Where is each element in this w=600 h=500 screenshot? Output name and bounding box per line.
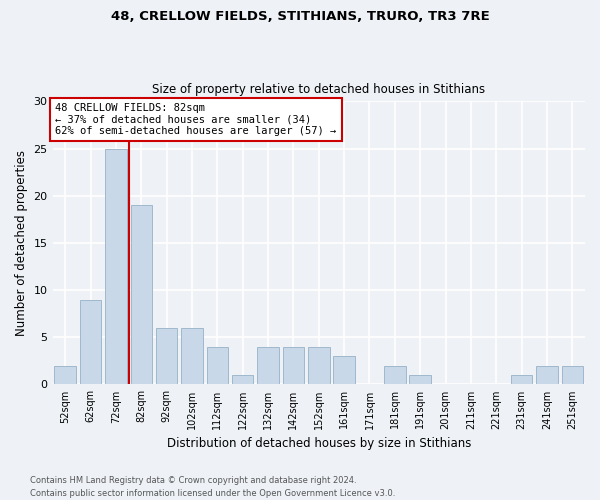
Bar xyxy=(536,366,558,384)
Bar xyxy=(283,346,304,385)
Bar xyxy=(105,148,127,384)
Bar xyxy=(181,328,203,384)
Bar xyxy=(156,328,178,384)
Bar xyxy=(511,375,532,384)
Title: Size of property relative to detached houses in Stithians: Size of property relative to detached ho… xyxy=(152,83,485,96)
Bar xyxy=(131,205,152,384)
Bar xyxy=(308,346,329,385)
Bar xyxy=(334,356,355,384)
Bar xyxy=(55,366,76,384)
Bar xyxy=(257,346,279,385)
Text: 48, CRELLOW FIELDS, STITHIANS, TRURO, TR3 7RE: 48, CRELLOW FIELDS, STITHIANS, TRURO, TR… xyxy=(110,10,490,23)
Text: 48 CRELLOW FIELDS: 82sqm
← 37% of detached houses are smaller (34)
62% of semi-d: 48 CRELLOW FIELDS: 82sqm ← 37% of detach… xyxy=(55,102,337,136)
Bar xyxy=(384,366,406,384)
Bar xyxy=(409,375,431,384)
Bar xyxy=(206,346,228,385)
X-axis label: Distribution of detached houses by size in Stithians: Distribution of detached houses by size … xyxy=(167,437,471,450)
Bar xyxy=(232,375,253,384)
Text: Contains HM Land Registry data © Crown copyright and database right 2024.
Contai: Contains HM Land Registry data © Crown c… xyxy=(30,476,395,498)
Y-axis label: Number of detached properties: Number of detached properties xyxy=(15,150,28,336)
Bar xyxy=(562,366,583,384)
Bar xyxy=(80,300,101,384)
